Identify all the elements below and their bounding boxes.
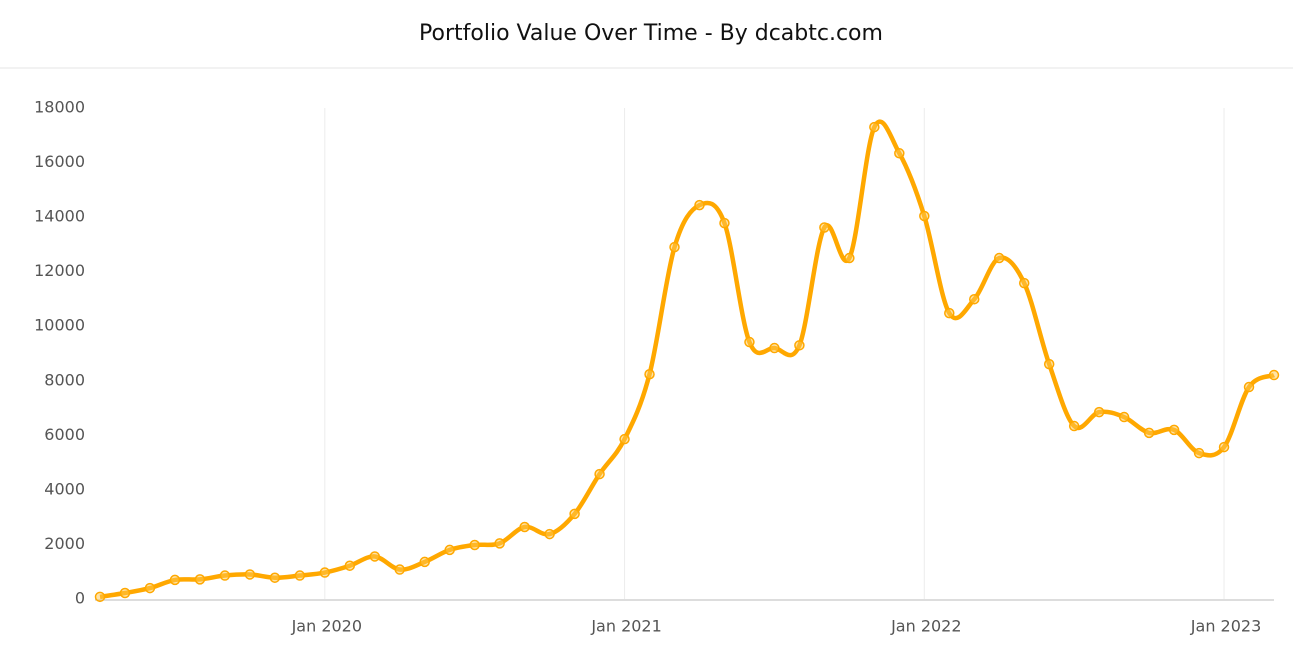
point bbox=[1193, 447, 1205, 459]
point bbox=[794, 340, 805, 351]
point bbox=[269, 572, 281, 583]
point bbox=[144, 582, 156, 594]
point bbox=[169, 574, 181, 586]
point bbox=[544, 528, 555, 540]
point bbox=[519, 521, 530, 533]
x-tick-label: Jan 2022 bbox=[890, 617, 961, 636]
point bbox=[919, 210, 930, 222]
point bbox=[494, 538, 505, 549]
point bbox=[619, 433, 630, 445]
point bbox=[1243, 381, 1255, 393]
point bbox=[1068, 420, 1080, 432]
point bbox=[719, 217, 730, 229]
point bbox=[94, 591, 106, 603]
y-tick-label: 2000 bbox=[44, 534, 85, 553]
point bbox=[1143, 427, 1155, 439]
point bbox=[969, 293, 980, 305]
x-tick-label: Jan 2023 bbox=[1190, 617, 1261, 636]
point bbox=[244, 569, 256, 580]
x-tick-label: Jan 2021 bbox=[590, 617, 661, 636]
y-tick-label: 16000 bbox=[34, 152, 85, 171]
point bbox=[1118, 411, 1130, 423]
point bbox=[1268, 369, 1280, 381]
chart-title: Portfolio Value Over Time - By dcabtc.co… bbox=[419, 21, 883, 46]
point bbox=[1093, 406, 1105, 418]
point bbox=[669, 241, 680, 253]
y-tick-label: 12000 bbox=[34, 261, 85, 280]
y-tick-label: 4000 bbox=[44, 479, 85, 498]
point bbox=[894, 148, 905, 159]
point bbox=[194, 574, 206, 585]
y-tick-label: 14000 bbox=[34, 207, 85, 226]
y-tick-label: 6000 bbox=[44, 425, 85, 444]
point bbox=[1043, 358, 1055, 370]
y-tick-label: 18000 bbox=[34, 98, 85, 117]
point bbox=[394, 564, 405, 575]
y-tick-label: 10000 bbox=[34, 316, 85, 335]
point bbox=[219, 570, 231, 581]
point bbox=[294, 570, 306, 581]
point bbox=[469, 539, 480, 551]
line bbox=[99, 119, 1275, 600]
point bbox=[819, 222, 830, 233]
y-tick-label: 8000 bbox=[44, 370, 85, 389]
point bbox=[694, 199, 705, 211]
point bbox=[1168, 424, 1180, 436]
point bbox=[319, 567, 331, 578]
point bbox=[769, 342, 780, 354]
point bbox=[869, 121, 880, 133]
point bbox=[369, 551, 381, 562]
point bbox=[744, 336, 755, 348]
point bbox=[444, 544, 455, 556]
point bbox=[119, 587, 131, 599]
point bbox=[344, 560, 356, 571]
x-tick-label: Jan 2020 bbox=[291, 617, 362, 636]
point bbox=[419, 556, 430, 568]
y-tick-label: 0 bbox=[75, 589, 85, 608]
point bbox=[1018, 277, 1030, 289]
point bbox=[944, 307, 955, 319]
point bbox=[1218, 441, 1230, 453]
point bbox=[644, 368, 655, 380]
point bbox=[844, 252, 855, 264]
point bbox=[993, 252, 1005, 264]
point bbox=[569, 508, 580, 520]
point bbox=[594, 468, 605, 480]
